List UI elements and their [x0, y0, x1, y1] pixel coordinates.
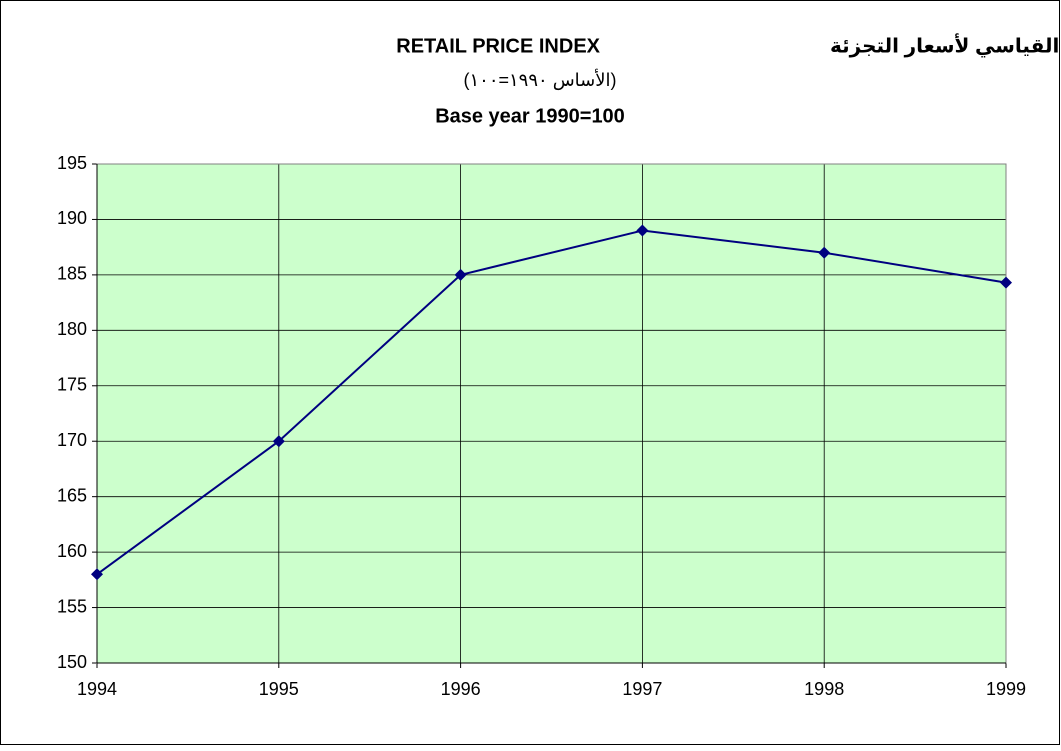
y-tick-label: 190	[57, 208, 87, 228]
x-tick-label: 1999	[986, 679, 1026, 699]
chart-title-arabic: الرقم القياسي لأسعار التجزئة	[830, 32, 1061, 58]
point-marker	[91, 568, 103, 581]
y-tick-label: 195	[57, 153, 87, 173]
x-tick-label: 1997	[622, 679, 662, 699]
x-tick-label: 1996	[441, 679, 481, 699]
x-tick-label: 1995	[259, 679, 299, 699]
series-line	[96, 229, 1007, 576]
point-marker	[454, 268, 467, 281]
y-tick-label: 175	[57, 375, 87, 395]
y-tick-label: 155	[57, 596, 87, 616]
point-marker	[1000, 276, 1012, 289]
y-tick-label: 185	[57, 264, 87, 284]
chart-title: RETAIL PRICE INDEX	[396, 35, 600, 57]
point-marker	[272, 435, 285, 448]
y-tick-label: 165	[57, 485, 87, 505]
chart-subtitle: Base year 1990=100	[435, 105, 625, 127]
point-marker	[818, 246, 831, 259]
y-tick-label: 180	[57, 319, 87, 339]
y-tick-label: 160	[57, 541, 87, 561]
x-tick-label: 1998	[804, 679, 844, 699]
x-tick-label: 1994	[77, 679, 117, 699]
chart-subtitle-arabic: (الأساس ١٩٩٠=١٠٠)	[463, 69, 616, 90]
y-tick-label: 150	[57, 652, 87, 672]
point-marker	[636, 224, 649, 237]
y-tick-label: 170	[57, 430, 87, 450]
plot-area	[97, 164, 1006, 663]
